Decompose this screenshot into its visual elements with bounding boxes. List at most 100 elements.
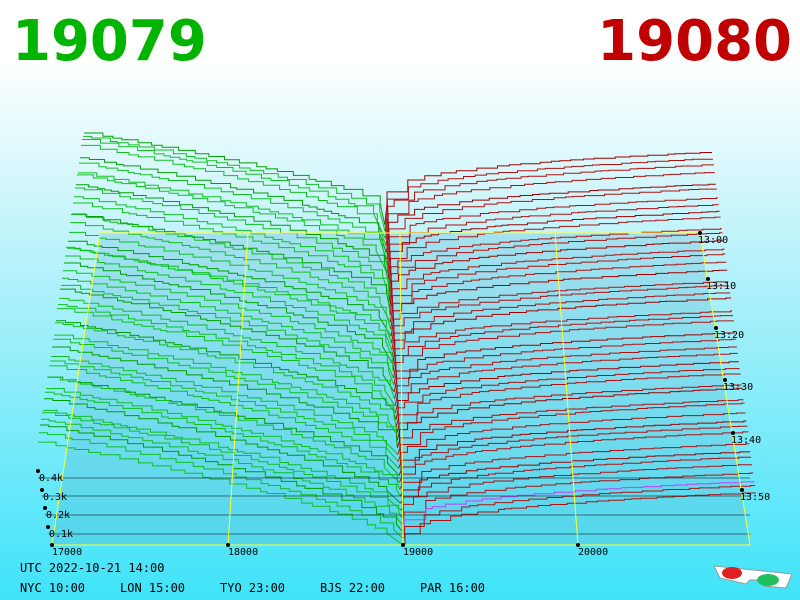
bid-depth-line bbox=[44, 398, 401, 504]
ask-depth-line bbox=[388, 228, 722, 294]
time-label: 13:50 bbox=[740, 492, 770, 503]
bid-depth-line bbox=[41, 418, 403, 525]
bid-depth-line bbox=[80, 157, 388, 254]
grid-line bbox=[227, 232, 249, 546]
depth-label: 0.4k bbox=[39, 473, 63, 484]
ask-depth-line bbox=[396, 373, 741, 434]
bid-price: 19079 bbox=[12, 9, 207, 74]
time-label: 13:10 bbox=[706, 281, 736, 292]
ask-depth-line bbox=[388, 232, 723, 301]
price-tick bbox=[226, 543, 230, 547]
price-tick bbox=[576, 543, 580, 547]
time-label: 13:40 bbox=[731, 435, 761, 446]
utc-time: UTC 2022-10-21 14:00 bbox=[20, 561, 165, 575]
ask-depth-line bbox=[391, 292, 731, 357]
bid-depth-line bbox=[66, 246, 393, 351]
ask-depth-line bbox=[384, 158, 713, 232]
ask-price: 19080 bbox=[597, 9, 792, 74]
bid-depth-line bbox=[79, 162, 388, 261]
bid-depth-line bbox=[57, 308, 396, 414]
ask-depth-line bbox=[386, 183, 716, 252]
bid-depth-line bbox=[71, 214, 391, 316]
axis-labels: 17000 18000 19000 20000 13:00 13:10 13:20 13:30… bbox=[36, 231, 770, 558]
grid-line bbox=[554, 232, 579, 546]
price-tick bbox=[401, 543, 405, 547]
ask-depth-line bbox=[389, 248, 725, 315]
bid-depth-line bbox=[67, 247, 393, 344]
bid-depth-line bbox=[63, 270, 394, 372]
city-times: NYC 10:00 LON 15:00 TYO 23:00 BJS 22:00 PAR … bbox=[20, 581, 485, 595]
ask-depth-line bbox=[386, 197, 718, 266]
depth-tick bbox=[46, 525, 50, 529]
bid-depth-line bbox=[47, 376, 400, 483]
bid-depth-line bbox=[42, 412, 402, 518]
city-time: BJS 22:00 bbox=[320, 581, 385, 595]
ask-depth-line bbox=[385, 172, 715, 245]
ask-depth-line bbox=[391, 281, 729, 343]
ask-depth-line bbox=[399, 443, 750, 497]
depth-lines bbox=[38, 132, 756, 546]
bid-depth-line bbox=[68, 240, 392, 337]
depth-tick bbox=[40, 488, 44, 492]
ask-depth-line bbox=[397, 387, 743, 448]
price-label: 18000 bbox=[228, 547, 258, 558]
ask-depth-line bbox=[392, 297, 732, 364]
ask-depth-line bbox=[395, 368, 740, 427]
time-label: 13:00 bbox=[698, 235, 728, 246]
bid-depth-line bbox=[84, 132, 386, 226]
ask-depth-line bbox=[402, 480, 755, 532]
time-label: 13:20 bbox=[714, 330, 744, 341]
depth-tick bbox=[43, 506, 47, 510]
ask-depth-line bbox=[393, 315, 734, 378]
ask-depth-line bbox=[394, 338, 736, 399]
bid-depth-line bbox=[74, 196, 390, 296]
bid-depth-line bbox=[77, 174, 389, 275]
bid-depth-line bbox=[61, 284, 395, 386]
3d-glasses-icon bbox=[713, 565, 793, 589]
bid-depth-line bbox=[55, 322, 397, 428]
ask-depth-line bbox=[390, 261, 727, 329]
ask-depth-line bbox=[389, 240, 724, 308]
time-label: 13:30 bbox=[723, 382, 753, 393]
bid-depth-line bbox=[40, 424, 403, 532]
bid-depth-line bbox=[43, 409, 402, 511]
bid-depth-line bbox=[50, 360, 399, 462]
bid-depth-line bbox=[38, 441, 404, 546]
bid-depth-line bbox=[73, 202, 390, 302]
time-tick bbox=[698, 231, 702, 235]
bid-depth-line bbox=[76, 184, 389, 282]
bid-depth-line bbox=[46, 388, 401, 490]
ask-depth-line bbox=[398, 420, 747, 476]
ask-depth-line bbox=[399, 431, 749, 490]
bid-depth-line bbox=[51, 356, 399, 456]
time-tick bbox=[714, 326, 718, 330]
time-tick bbox=[731, 431, 735, 435]
bid-depth-line bbox=[52, 346, 399, 448]
bid-depth-line bbox=[65, 255, 393, 358]
price-label: 17000 bbox=[52, 547, 82, 558]
ask-depth-line bbox=[394, 346, 737, 406]
time-tick bbox=[723, 378, 727, 382]
bid-depth-line bbox=[60, 288, 395, 393]
bid-depth-line bbox=[56, 320, 397, 421]
ask-depth-line bbox=[384, 152, 712, 225]
ask-depth-line bbox=[395, 352, 738, 413]
bid-depth-line bbox=[39, 432, 403, 539]
ask-depth-line bbox=[397, 399, 744, 455]
bid-depth-line bbox=[54, 334, 398, 435]
ask-depth-line bbox=[389, 253, 726, 322]
floor-outline bbox=[51, 232, 751, 546]
bid-depth-line bbox=[49, 365, 400, 469]
ask-depth-line bbox=[393, 332, 735, 392]
ask-depth-line bbox=[392, 310, 733, 371]
bid-depth-line bbox=[75, 187, 390, 289]
ask-depth-line bbox=[396, 384, 742, 441]
bid-depth-line bbox=[69, 231, 392, 330]
time-tick bbox=[740, 488, 744, 492]
ask-depth-line bbox=[387, 210, 720, 280]
ask-depth-line bbox=[391, 285, 730, 350]
grid-line bbox=[399, 232, 404, 546]
bid-depth-line bbox=[64, 262, 394, 365]
